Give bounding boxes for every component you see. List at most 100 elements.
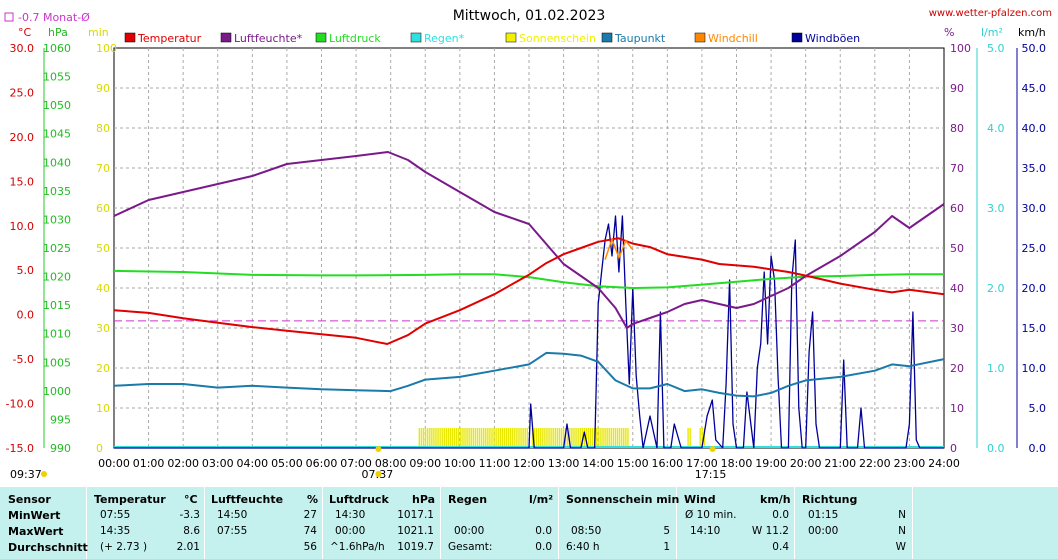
stats-value: 5 xyxy=(663,525,670,537)
luftfeuchte-series-line xyxy=(113,151,945,329)
sunshine-axis-tick: 70 xyxy=(96,162,110,175)
sunshine-unit-label: min xyxy=(88,26,109,39)
wind-axis-tick: 5.0 xyxy=(1029,402,1047,415)
pressure-axis-tick: 1035 xyxy=(43,185,71,198)
stats-value: 27 xyxy=(303,509,317,521)
temp-axis-tick: 20.0 xyxy=(10,131,35,144)
stats-time: Ø 10 min. xyxy=(685,509,737,521)
humidity-axis-tick: 80 xyxy=(950,122,964,135)
x-axis-tick: 15:00 xyxy=(617,457,649,470)
stats-col-sensor: Sensor MinWert MaxWert Durchschnitt xyxy=(0,487,88,559)
chart-title: Mittwoch, 01.02.2023 xyxy=(453,8,606,24)
pressure-axis-tick: 995 xyxy=(50,413,71,426)
stats-duration: 6:40 h xyxy=(566,541,600,553)
stats-header: Luftfeuchte xyxy=(211,493,284,506)
x-axis-tick: 23:00 xyxy=(894,457,926,470)
x-axis-tick: 10:00 xyxy=(444,457,476,470)
wind-axis-tick: 25.0 xyxy=(1022,242,1047,255)
x-axis-tick: 21:00 xyxy=(824,457,856,470)
humidity-axis-tick: 20 xyxy=(950,362,964,375)
stats-header: Regen xyxy=(448,493,488,506)
stats-col-luftdruck: Luftdruck hPa 14:30 1017.1 00:00 1021.1 … xyxy=(323,487,441,559)
stats-time: 00:00 xyxy=(335,525,366,537)
x-axis-tick: 20:00 xyxy=(790,457,822,470)
wind-axis-tick: 35.0 xyxy=(1022,162,1047,175)
sunrise-axis-marker xyxy=(375,446,382,452)
row-label-avg: Durchschnitt xyxy=(8,541,88,554)
legend-swatch xyxy=(791,32,803,43)
stats-total-label: Gesamt: xyxy=(448,541,493,553)
temp-axis-tick: 30.0 xyxy=(10,42,35,55)
wind-axis-tick: 10.0 xyxy=(1022,362,1047,375)
taupunkt-series-line xyxy=(113,351,945,398)
humidity-axis-tick: 100 xyxy=(950,42,971,55)
pressure-axis-tick: 1010 xyxy=(43,328,71,341)
legend-entry: Luftdruck xyxy=(329,32,381,45)
windboeen-series-line xyxy=(114,215,944,449)
pressure-unit-label: hPa xyxy=(48,26,68,39)
pressure-axis-tick: 990 xyxy=(50,442,71,455)
site-url: www.wetter-pfalzen.com xyxy=(929,8,1052,19)
x-axis-tick: 01:00 xyxy=(133,457,165,470)
stats-unit: °C xyxy=(184,493,198,506)
x-axis-tick: 06:00 xyxy=(306,457,338,470)
temp-axis-tick: -5.0 xyxy=(13,353,34,366)
humidity-unit-label: % xyxy=(944,26,954,39)
stats-value: 56 xyxy=(303,541,317,553)
x-axis-tick: 14:00 xyxy=(582,457,614,470)
wind-axis-tick: 40.0 xyxy=(1022,122,1047,135)
humidity-axis-tick: 50 xyxy=(950,242,964,255)
stats-value: 2.01 xyxy=(176,541,200,553)
x-axis-tick: 16:00 xyxy=(651,457,683,470)
stats-table: Sensor MinWert MaxWert Durchschnitt Temp… xyxy=(0,487,1058,559)
legend-entry: Windchill xyxy=(708,32,758,45)
sunshine-axis-tick: 60 xyxy=(96,202,110,215)
stats-value: 74 xyxy=(303,525,317,537)
rain-unit-label: l/m² xyxy=(981,26,1003,39)
humidity-axis-tick: 40 xyxy=(950,282,964,295)
x-axis-tick: 18:00 xyxy=(721,457,753,470)
x-axis-tick: 07:00 xyxy=(340,457,372,470)
stats-value: 1017.1 xyxy=(397,509,434,521)
stats-unit: hPa xyxy=(412,493,436,506)
sunshine-axis-tick: 30 xyxy=(96,322,110,335)
stats-value: 1 xyxy=(663,541,670,553)
stats-value: 8.6 xyxy=(183,525,200,537)
stats-col-regen: Regen l/m² 00:00 0.0 Gesamt: 0.0 xyxy=(441,487,559,559)
stats-header: Sonnenschein min xyxy=(566,493,680,506)
pressure-axis-tick: 1060 xyxy=(43,42,71,55)
stats-trend: ^1.6hPa/h xyxy=(330,541,385,553)
luftdruck-series-line xyxy=(113,269,944,289)
sunshine-axis-tick: 100 xyxy=(96,42,117,55)
stats-time: (+ 2.73 ) xyxy=(100,541,148,553)
legend-swatch xyxy=(124,32,136,43)
stats-value: 0.4 xyxy=(772,541,789,553)
current-time-marker xyxy=(41,471,47,477)
stats-value: W xyxy=(895,541,906,553)
stats-time: 07:55 xyxy=(217,525,248,537)
humidity-axis-tick: 30 xyxy=(950,322,964,335)
stats-unit: % xyxy=(307,493,319,506)
stats-value: W 11.2 xyxy=(751,525,789,537)
pressure-axis-tick: 1040 xyxy=(43,156,71,169)
row-label-min: MinWert xyxy=(8,509,61,522)
stats-time: 00:00 xyxy=(454,525,485,537)
temp-axis-tick: -15.0 xyxy=(6,442,34,455)
windchill-series-line xyxy=(604,238,634,260)
temp-axis-tick: 25.0 xyxy=(10,86,35,99)
x-axis-tick: 03:00 xyxy=(202,457,234,470)
x-axis-tick: 00:00 xyxy=(98,457,130,470)
pressure-axis-tick: 1055 xyxy=(43,71,71,84)
row-label-max: MaxWert xyxy=(8,525,64,538)
month-average-label: -0.7 Monat-Ø xyxy=(18,11,90,24)
stats-value: 1021.1 xyxy=(397,525,434,537)
sunshine-axis-tick: 90 xyxy=(96,82,110,95)
wind-axis-tick: 45.0 xyxy=(1022,82,1047,95)
rain-axis-tick: 1.0 xyxy=(987,362,1005,375)
wind-axis-tick: 15.0 xyxy=(1022,322,1047,335)
pressure-axis-tick: 1020 xyxy=(43,271,71,284)
temperatur-series-line xyxy=(113,237,945,345)
wind-axis-tick: 50.0 xyxy=(1022,42,1047,55)
pressure-axis-tick: 1025 xyxy=(43,242,71,255)
x-axis-tick: 08:00 xyxy=(375,457,407,470)
